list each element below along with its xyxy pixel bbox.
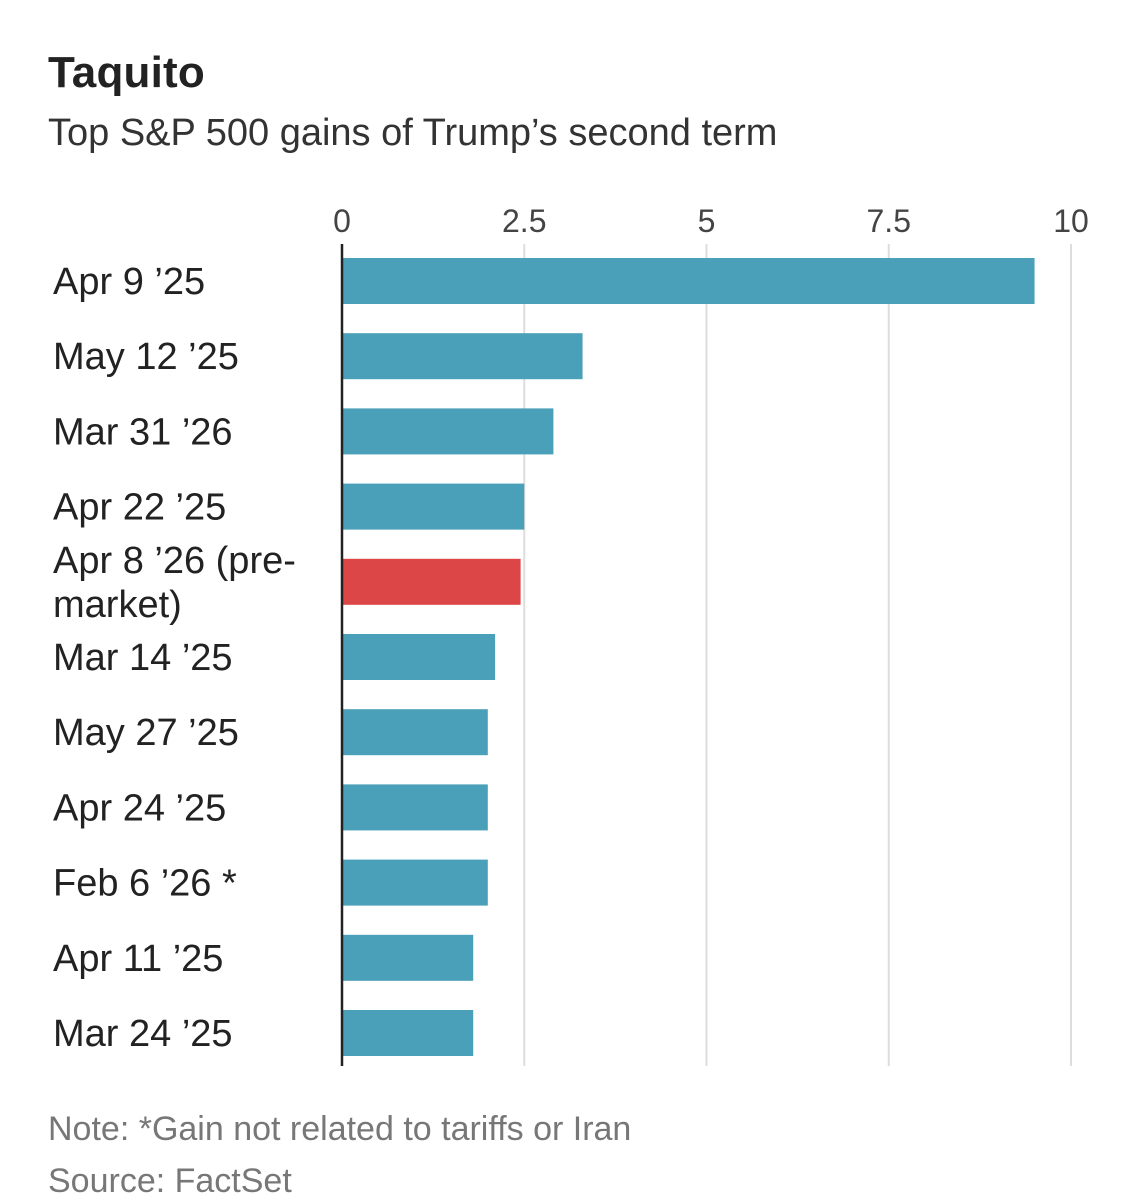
bars bbox=[342, 258, 1035, 1056]
category-label: Apr 22 ’25 bbox=[53, 487, 226, 529]
category-label: Apr 8 ’26 (pre- bbox=[53, 540, 296, 582]
category-labels: Apr 9 ’25 May 12 ’25 Mar 31 ’26 Apr 22 ’25 A… bbox=[53, 261, 296, 1055]
gridlines bbox=[523, 244, 1072, 1066]
bar-highlighted bbox=[342, 558, 521, 605]
bar bbox=[342, 408, 554, 455]
x-tick-label: 2.5 bbox=[502, 203, 546, 239]
bar bbox=[342, 1010, 474, 1056]
bar bbox=[342, 634, 496, 680]
category-label: Mar 24 ’25 bbox=[53, 1013, 233, 1055]
x-tick-label: 0 bbox=[333, 203, 351, 239]
category-label: May 27 ’25 bbox=[53, 712, 239, 754]
category-label: Apr 9 ’25 bbox=[53, 261, 205, 303]
chart-subtitle: Top S&P 500 gains of Trump’s second term bbox=[48, 112, 778, 154]
bar bbox=[342, 709, 488, 756]
bar-chart: 0 2.5 5 7.5 10 Apr 9 ’25 May 12 ’25 Mar 31 ’26… bbox=[53, 203, 1089, 1066]
x-tick-label: 5 bbox=[698, 203, 716, 239]
x-tick-label: 10 bbox=[1053, 203, 1089, 239]
bar bbox=[342, 859, 488, 906]
category-label: Mar 31 ’26 bbox=[53, 411, 233, 453]
chart-note: Note: *Gain not related to tariffs or Ir… bbox=[48, 1110, 632, 1148]
category-label: Feb 6 ’26 * bbox=[53, 863, 237, 905]
chart-title: Taquito bbox=[48, 48, 205, 97]
category-label: May 12 ’25 bbox=[53, 336, 239, 378]
category-label: Apr 11 ’25 bbox=[53, 938, 223, 980]
category-label: Apr 24 ’25 bbox=[53, 787, 226, 829]
bar bbox=[342, 784, 488, 831]
bar bbox=[342, 333, 583, 380]
x-tick-label: 7.5 bbox=[867, 203, 911, 239]
chart-source: Source: FactSet bbox=[48, 1162, 292, 1200]
category-label: market) bbox=[53, 584, 182, 626]
category-label: Mar 14 ’25 bbox=[53, 637, 233, 679]
x-axis-ticks: 0 2.5 5 7.5 10 bbox=[333, 203, 1089, 239]
bar bbox=[342, 258, 1035, 304]
bar bbox=[342, 483, 525, 530]
bar bbox=[342, 934, 474, 981]
